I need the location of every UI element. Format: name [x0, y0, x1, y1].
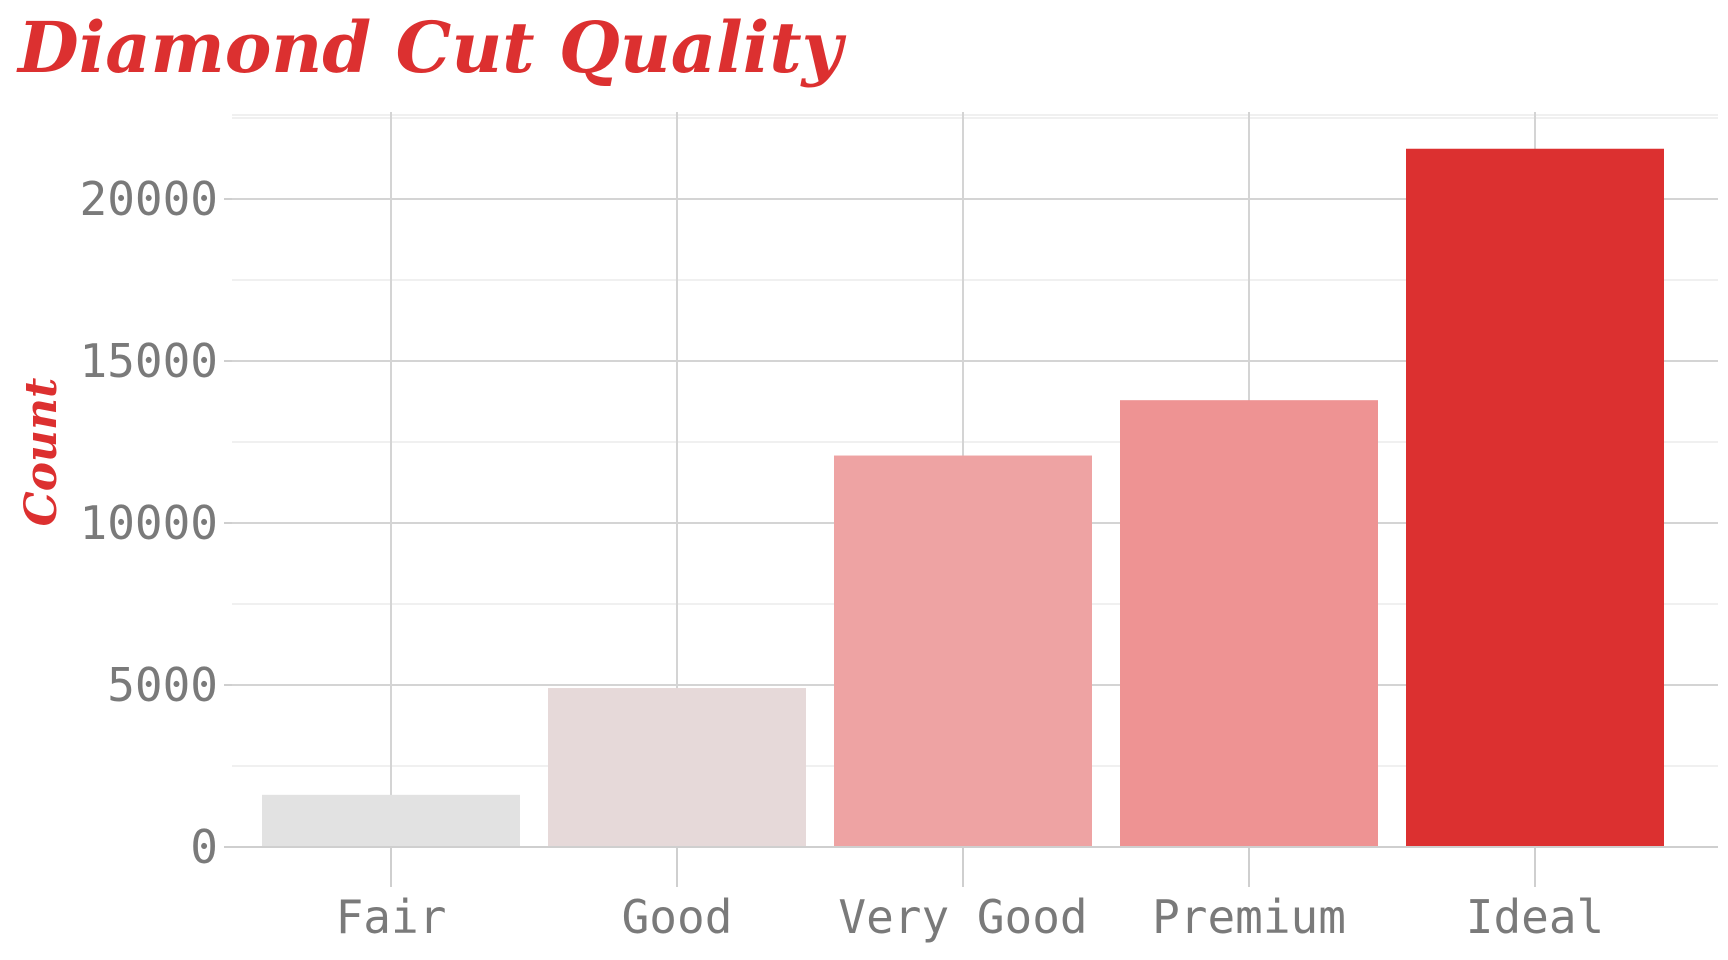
bar-very-good: [834, 455, 1092, 847]
x-tick-label: Very Good: [838, 890, 1087, 944]
y-tick-label: 20000: [80, 172, 218, 226]
chart-title: Diamond Cut Quality: [16, 6, 847, 89]
bar-premium: [1120, 400, 1378, 847]
axes: 0 5000 10000 15000 20000 Fair Good Very Good Pre…: [80, 172, 1718, 944]
x-tick-label: Premium: [1152, 890, 1346, 944]
x-tick-label: Ideal: [1466, 890, 1604, 944]
x-tick-label: Good: [622, 890, 733, 944]
y-tick-label: 15000: [80, 334, 218, 388]
y-tick-label: 5000: [107, 658, 218, 712]
bar-ideal: [1406, 148, 1664, 847]
y-tick-label: 10000: [80, 496, 218, 550]
x-tick-label: Fair: [336, 890, 447, 944]
y-tick-label: 0: [190, 820, 218, 874]
y-axis-label: Count: [16, 378, 67, 527]
bars: [262, 148, 1664, 847]
bar-good: [548, 688, 806, 847]
bar-fair: [262, 794, 520, 847]
